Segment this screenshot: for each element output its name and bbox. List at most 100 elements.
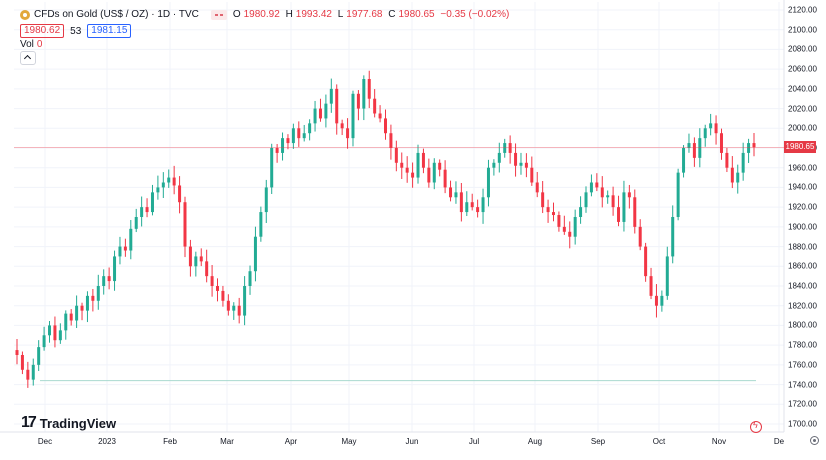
price-tick-label: 1880.00 xyxy=(788,242,817,252)
candle-body xyxy=(546,207,550,213)
candle-body xyxy=(69,313,73,321)
candle-body xyxy=(232,305,236,311)
candle-body xyxy=(432,162,436,183)
price-tick-label: 1900.00 xyxy=(788,222,817,232)
time-tick-label: Dec xyxy=(37,437,53,446)
candle-body xyxy=(530,167,534,183)
candle-body xyxy=(438,162,442,170)
gold-coin-icon xyxy=(20,9,30,20)
price-tick-label: 1740.00 xyxy=(788,380,817,390)
candle-body xyxy=(102,276,106,286)
gear-icon[interactable] xyxy=(810,436,819,445)
price-tick-label: 1760.00 xyxy=(788,360,817,370)
candle-body xyxy=(199,256,203,262)
candle-body xyxy=(638,226,642,247)
candle-body xyxy=(20,355,24,370)
spread-value: 53 xyxy=(70,25,82,37)
candle-body xyxy=(91,295,95,301)
candle-body xyxy=(183,202,187,247)
candle-body xyxy=(264,187,268,213)
time-tick-label: Nov xyxy=(711,437,727,446)
candle-body xyxy=(85,295,89,311)
price-tick-label: 2100.00 xyxy=(788,25,817,35)
candle-body xyxy=(551,212,555,216)
symbol-title[interactable]: CFDs on Gold (US$ / OZ) · 1D · TVC xyxy=(34,9,199,20)
candle-body xyxy=(660,295,664,306)
candle-body xyxy=(682,148,686,173)
candle-body xyxy=(562,226,566,232)
time-axis[interactable]: Dec 2023 Feb Mar Apr May Jun Jul Aug Sep Oct Nov De xyxy=(0,432,784,460)
candle-body xyxy=(134,217,138,229)
candle-body xyxy=(172,177,176,186)
candle-body xyxy=(167,177,171,183)
price-tick-label: 2080.00 xyxy=(788,44,817,54)
candle-body xyxy=(449,187,453,198)
candle-body xyxy=(31,364,35,380)
candle-body xyxy=(107,276,111,282)
candle-body xyxy=(709,123,713,129)
current-price-label: 1980.65 xyxy=(784,141,816,154)
candle-body xyxy=(405,167,409,173)
volume-legend[interactable]: Vol 0 xyxy=(20,39,43,50)
candle-body xyxy=(373,98,377,114)
candle-body xyxy=(188,246,192,267)
bid-button[interactable]: 1980.62 xyxy=(20,24,65,38)
candle-body xyxy=(80,305,84,311)
candle-body xyxy=(719,133,723,153)
lightning-icon[interactable] xyxy=(750,420,762,433)
candle-body xyxy=(286,138,290,144)
candle-body xyxy=(411,172,415,178)
price-tick-label: 2000.00 xyxy=(788,123,817,133)
candle-body xyxy=(459,192,463,213)
candle-body xyxy=(96,286,100,301)
ohlc-values: O 1980.92 H 1993.42 L 1977.68 C 1980.65 −0.3… xyxy=(232,9,510,20)
candle-body xyxy=(389,133,393,148)
candle-body xyxy=(243,286,247,316)
price-tick-label: 1820.00 xyxy=(788,301,817,311)
candle-body xyxy=(400,162,404,168)
candle-body xyxy=(42,335,46,348)
price-tick-label: 2120.00 xyxy=(788,5,817,15)
ask-button[interactable]: 1981.15 xyxy=(87,24,132,38)
candle-body xyxy=(557,215,561,227)
candle-body xyxy=(335,88,339,124)
candle-body xyxy=(519,162,523,166)
candle-body xyxy=(356,93,360,109)
candle-body xyxy=(150,192,154,213)
candle-body xyxy=(736,172,740,183)
candle-body xyxy=(454,192,458,198)
bid-ask-row: 1980.62 53 1981.15 xyxy=(20,24,132,38)
collapse-legend-button[interactable] xyxy=(20,51,36,65)
price-axis[interactable]: 2120.00 2100.00 2080.00 2060.00 2040.00 2020.… xyxy=(784,0,826,432)
candle-body xyxy=(205,261,209,277)
candle-body xyxy=(665,256,669,296)
candle-body xyxy=(486,167,490,198)
tradingview-logo[interactable]: 17 TradingView xyxy=(21,414,116,432)
candle-body xyxy=(48,325,52,336)
time-tick-label: 2023 xyxy=(98,437,116,446)
candle-body xyxy=(302,133,306,139)
candle-body xyxy=(671,217,675,257)
candle-body xyxy=(313,108,317,124)
time-tick-label: Aug xyxy=(527,437,543,446)
candle-body xyxy=(497,152,501,163)
candle-body xyxy=(216,286,220,291)
hide-eye-icon[interactable] xyxy=(210,9,227,20)
candle-body xyxy=(64,313,68,331)
candle-body xyxy=(617,207,621,222)
candle-body xyxy=(58,330,62,341)
candle-body xyxy=(378,113,382,119)
candle-body xyxy=(226,300,230,311)
candle-body xyxy=(698,138,702,158)
candle-body xyxy=(318,108,322,119)
candle-body xyxy=(291,128,295,144)
candle-body xyxy=(118,246,122,257)
candle-body xyxy=(514,152,518,166)
time-tick-label: May xyxy=(341,437,357,446)
candle-body xyxy=(627,192,631,198)
candle-body xyxy=(492,162,496,168)
time-tick-label: Jul xyxy=(468,437,480,446)
candle-body xyxy=(508,143,512,153)
